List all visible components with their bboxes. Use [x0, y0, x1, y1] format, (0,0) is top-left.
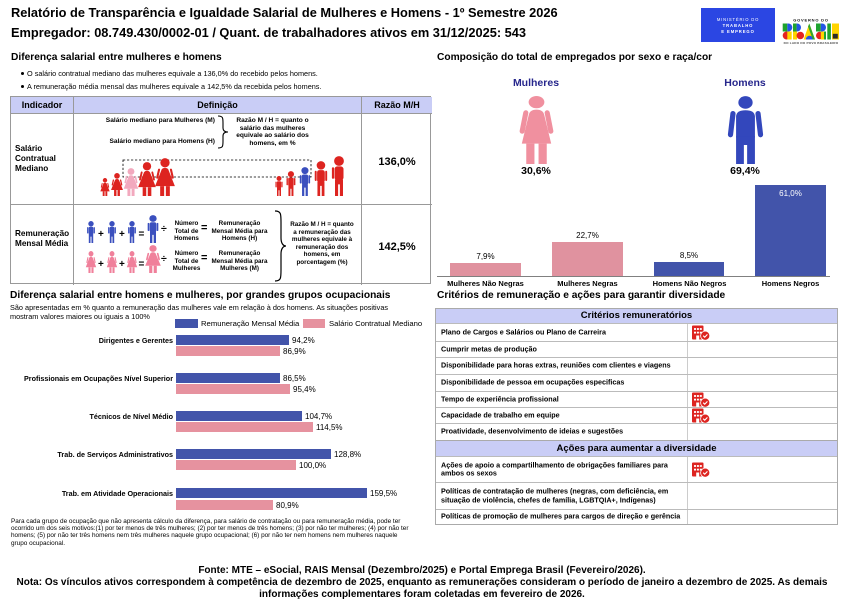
svg-text:+: + — [119, 259, 125, 270]
svg-text:=: = — [139, 259, 145, 270]
svg-text:+: + — [98, 229, 104, 240]
svg-text:GOVERNO DO: GOVERNO DO — [793, 18, 829, 23]
svg-text:+: + — [119, 229, 125, 240]
svg-text:=: = — [139, 229, 145, 240]
svg-text:+: + — [98, 259, 104, 270]
svg-text:DO LADO DO POVO BRASILEIRO: DO LADO DO POVO BRASILEIRO — [784, 41, 839, 44]
